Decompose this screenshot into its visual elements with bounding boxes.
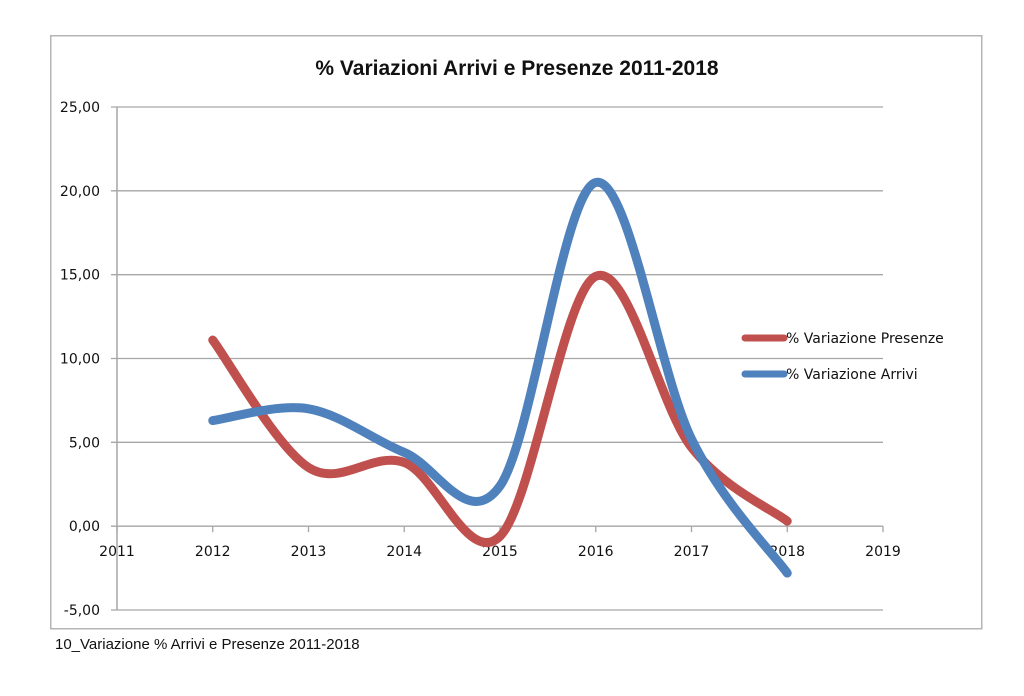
y-tick-label: 0,00 — [69, 519, 100, 535]
y-tick-label: -5,00 — [64, 603, 100, 619]
series-line-arrivi — [208, 177, 792, 578]
y-tick-label: 15,00 — [60, 268, 100, 284]
x-tick-label: 2013 — [291, 544, 327, 560]
chart-title: % Variazioni Arrivi e Presenze 2011-2018 — [315, 57, 718, 80]
x-tick-label: 2017 — [674, 544, 710, 560]
chart-frame — [50, 35, 983, 630]
y-tick-label: 25,00 — [60, 100, 100, 116]
legend: % Variazione Presenze % Variazione Arrivi — [741, 331, 944, 383]
series-line-presenze — [208, 270, 792, 547]
x-axis-ticks: 2011 2012 2013 2014 2015 2016 2017 2018 2019 — [99, 526, 901, 560]
figure-caption: 10_Variazione % Arrivi e Presenze 2011-2… — [55, 636, 360, 653]
legend-label: % Variazione Presenze — [786, 331, 944, 347]
y-tick-label: 20,00 — [60, 184, 100, 200]
x-tick-label: 2015 — [482, 544, 518, 560]
legend-label: % Variazione Arrivi — [786, 367, 918, 383]
y-tick-label: 5,00 — [69, 435, 100, 451]
x-tick-label: 2014 — [386, 544, 422, 560]
x-tick-label: 2012 — [195, 544, 231, 560]
series-lines — [208, 177, 792, 578]
y-axis-ticks: 25,00 20,00 15,00 10,00 5,00 0,00 -5,00 — [60, 100, 100, 619]
y-tick-label: 10,00 — [60, 352, 100, 368]
x-tick-label: 2019 — [865, 544, 901, 560]
x-tick-label: 2016 — [578, 544, 614, 560]
